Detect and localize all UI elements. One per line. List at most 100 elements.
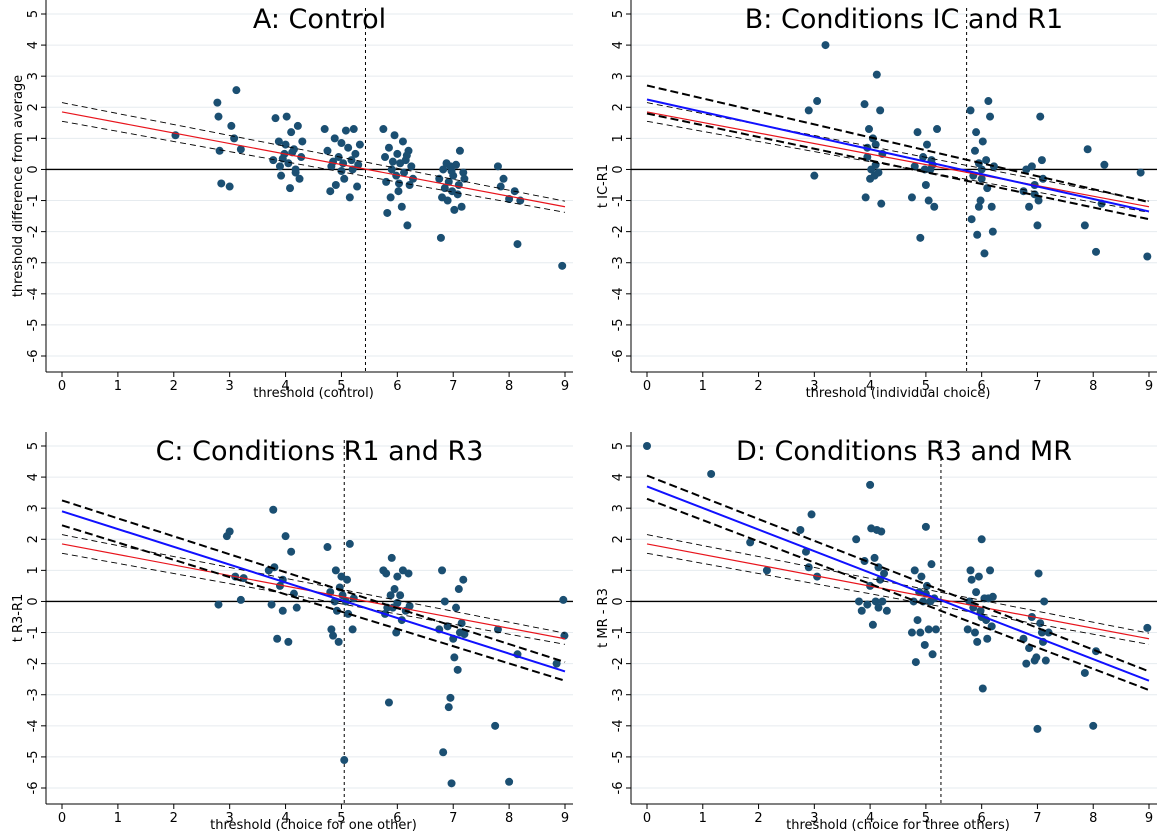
data-point (269, 505, 278, 514)
y-tick-label: -4 (26, 719, 41, 732)
data-point (405, 602, 414, 611)
data-point (340, 756, 349, 765)
data-point (913, 616, 922, 625)
data-point (354, 160, 363, 169)
control-fit-line (61, 111, 566, 208)
data-point (986, 566, 995, 575)
data-point (821, 41, 830, 50)
control-ci-line (61, 552, 566, 645)
x-tick-label: 4 (866, 811, 874, 826)
data-point (913, 128, 922, 137)
x-tick-label: 3 (810, 379, 818, 394)
data-point (854, 597, 863, 606)
data-point (455, 146, 464, 155)
data-point (452, 160, 461, 169)
data-point (1044, 628, 1053, 637)
data-point (407, 162, 416, 171)
x-tick-label: 9 (1145, 379, 1153, 394)
data-point (287, 128, 296, 137)
x-tick-label: 2 (170, 811, 178, 826)
condition-ci-line (646, 112, 1150, 221)
data-point (917, 572, 926, 581)
data-point (334, 637, 343, 646)
data-point (552, 659, 561, 668)
x-tick-label: 0 (643, 379, 651, 394)
y-tick-label: -4 (26, 287, 41, 300)
y-tick-label: 3 (611, 72, 626, 80)
data-point (402, 151, 411, 160)
y-tick-label: 3 (26, 72, 41, 80)
data-point (1136, 168, 1145, 177)
data-point (323, 543, 332, 552)
y-tick-label: -6 (26, 782, 41, 795)
data-point (329, 157, 338, 166)
data-point (870, 553, 879, 562)
data-point (643, 442, 651, 450)
data-point (236, 595, 245, 604)
data-point (282, 112, 291, 121)
y-tick-label: 1 (26, 134, 41, 142)
data-point (972, 588, 981, 597)
data-point (343, 575, 352, 584)
data-point (1027, 162, 1036, 171)
data-point (355, 140, 364, 149)
x-tick-label: 7 (1033, 811, 1041, 826)
y-axis-label: t MR - R3 (596, 588, 611, 648)
data-point (345, 193, 354, 202)
x-tick-label: 1 (699, 811, 707, 826)
y-tick-label: 1 (611, 134, 626, 142)
x-tick-label: 0 (58, 811, 66, 826)
control-ci-line (646, 102, 1150, 202)
x-tick-label: 7 (449, 379, 457, 394)
x-axis-label: threshold (choice for three others) (786, 818, 1010, 833)
data-point (392, 628, 401, 637)
y-tick-label: -6 (611, 782, 626, 795)
data-point (983, 634, 992, 643)
x-tick-label: 8 (505, 379, 513, 394)
data-point (454, 585, 463, 594)
data-point (408, 174, 417, 183)
data-point (863, 600, 872, 609)
y-tick-label: 0 (611, 165, 626, 173)
x-tick-label: 7 (449, 811, 457, 826)
data-point (966, 566, 975, 575)
data-point (810, 171, 819, 180)
data-point (278, 606, 287, 615)
data-point (270, 563, 279, 572)
condition-ci-line (646, 84, 1150, 204)
y-tick-label: -3 (26, 688, 41, 701)
y-axis-label: threshold difference from average (11, 75, 26, 297)
y-tick-label: 5 (26, 10, 41, 18)
x-tick-label: 1 (114, 379, 122, 394)
data-point (439, 165, 448, 174)
x-tick-label: 3 (226, 811, 234, 826)
data-point (214, 112, 223, 121)
data-point (813, 97, 822, 106)
data-point (910, 162, 919, 171)
data-point (857, 606, 866, 615)
data-point (1041, 656, 1050, 665)
data-point (804, 563, 813, 572)
data-point (379, 125, 388, 134)
x-tick-label: 5 (922, 811, 930, 826)
data-point (746, 538, 755, 547)
x-tick-label: 0 (643, 811, 651, 826)
data-point (882, 606, 891, 615)
x-tick-label: 2 (170, 379, 178, 394)
x-tick-label: 9 (561, 379, 569, 394)
data-point (292, 603, 301, 612)
data-point (921, 181, 930, 189)
x-tick-label: 8 (1089, 379, 1097, 394)
data-point (880, 569, 889, 578)
x-tick-label: 2 (754, 811, 762, 826)
y-tick-label: 5 (26, 442, 41, 450)
condition-ci-line (646, 474, 1150, 673)
y-tick-label: -5 (611, 318, 626, 331)
y-tick-label: 4 (26, 41, 41, 49)
y-tick-label: 5 (611, 442, 626, 450)
y-tick-label: 3 (26, 504, 41, 512)
data-point (931, 625, 940, 634)
data-point (965, 597, 974, 606)
y-tick-label: -1 (611, 626, 626, 639)
data-point (447, 167, 456, 176)
